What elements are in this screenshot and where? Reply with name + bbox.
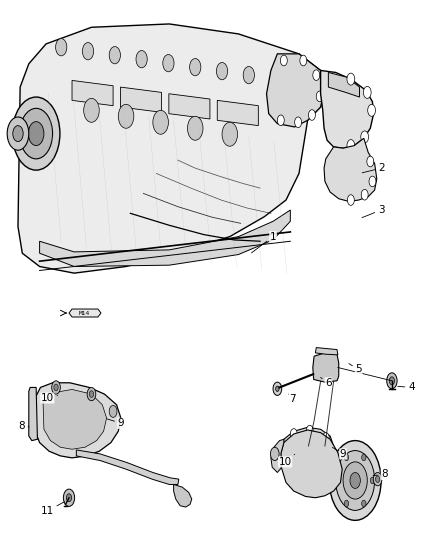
Text: M14: M14 [79, 311, 90, 316]
Text: 7: 7 [289, 394, 296, 405]
Circle shape [67, 494, 71, 502]
Circle shape [82, 43, 94, 60]
Circle shape [13, 126, 23, 142]
Text: 5: 5 [349, 364, 362, 375]
Polygon shape [271, 439, 284, 472]
Polygon shape [313, 353, 339, 382]
Polygon shape [43, 390, 106, 449]
Polygon shape [328, 72, 360, 97]
Polygon shape [29, 387, 37, 441]
Circle shape [84, 99, 99, 122]
Polygon shape [72, 80, 113, 106]
Circle shape [373, 472, 382, 486]
Circle shape [56, 38, 67, 56]
Circle shape [347, 195, 354, 205]
Circle shape [52, 381, 60, 394]
Polygon shape [69, 309, 101, 317]
Circle shape [389, 377, 395, 385]
Circle shape [370, 477, 374, 484]
Polygon shape [321, 70, 373, 148]
Circle shape [364, 86, 371, 99]
Circle shape [336, 450, 374, 511]
Circle shape [306, 425, 313, 436]
Circle shape [280, 55, 287, 66]
Text: 8: 8 [18, 421, 29, 431]
Circle shape [343, 462, 367, 499]
Circle shape [361, 131, 368, 143]
Circle shape [28, 122, 44, 146]
Circle shape [347, 73, 355, 85]
Circle shape [362, 454, 366, 461]
Circle shape [54, 384, 58, 391]
Circle shape [190, 59, 201, 76]
Circle shape [375, 476, 380, 482]
Circle shape [276, 386, 279, 391]
Polygon shape [316, 361, 338, 375]
Polygon shape [18, 24, 325, 273]
Text: 8: 8 [373, 470, 388, 480]
Circle shape [344, 500, 349, 507]
Text: 10: 10 [279, 454, 295, 467]
Circle shape [313, 70, 320, 80]
Circle shape [163, 54, 174, 72]
Circle shape [290, 429, 297, 439]
Text: 6: 6 [321, 377, 332, 388]
Polygon shape [315, 348, 338, 355]
Circle shape [347, 140, 355, 151]
Polygon shape [267, 54, 325, 127]
Circle shape [322, 433, 329, 443]
Text: 2: 2 [362, 163, 385, 173]
Text: 9: 9 [332, 447, 346, 459]
Circle shape [369, 176, 376, 187]
Polygon shape [76, 450, 179, 484]
Text: 11: 11 [41, 502, 64, 516]
Circle shape [273, 382, 282, 395]
Polygon shape [35, 383, 121, 458]
Circle shape [367, 156, 374, 167]
Circle shape [295, 117, 302, 127]
Text: 1: 1 [251, 232, 276, 253]
Polygon shape [283, 427, 334, 469]
Text: 10: 10 [41, 393, 58, 403]
Circle shape [20, 108, 53, 159]
Circle shape [362, 500, 366, 507]
Circle shape [277, 115, 284, 126]
Circle shape [109, 406, 117, 417]
Circle shape [344, 454, 349, 461]
Circle shape [153, 110, 169, 134]
Circle shape [12, 97, 60, 170]
Circle shape [329, 441, 381, 520]
Circle shape [336, 477, 340, 484]
Text: 9: 9 [107, 418, 124, 429]
Circle shape [87, 387, 96, 401]
Circle shape [316, 91, 323, 102]
Polygon shape [169, 94, 210, 119]
Polygon shape [324, 138, 377, 201]
Circle shape [136, 51, 147, 68]
Circle shape [7, 117, 29, 150]
Polygon shape [217, 100, 258, 126]
Circle shape [216, 62, 228, 80]
Polygon shape [120, 87, 162, 112]
Circle shape [118, 104, 134, 128]
Circle shape [350, 472, 360, 488]
Circle shape [368, 104, 375, 116]
Circle shape [361, 189, 368, 200]
Circle shape [109, 46, 120, 64]
Circle shape [64, 489, 74, 506]
Circle shape [387, 373, 397, 389]
Circle shape [270, 447, 279, 461]
Circle shape [270, 70, 281, 88]
Polygon shape [39, 210, 290, 266]
Circle shape [222, 122, 237, 146]
Circle shape [89, 391, 94, 398]
Circle shape [308, 110, 315, 120]
Circle shape [300, 55, 307, 66]
Text: 3: 3 [362, 205, 385, 217]
Polygon shape [281, 430, 342, 498]
Circle shape [243, 67, 254, 84]
Text: 4: 4 [398, 383, 415, 392]
Polygon shape [173, 484, 192, 507]
Circle shape [187, 116, 203, 140]
